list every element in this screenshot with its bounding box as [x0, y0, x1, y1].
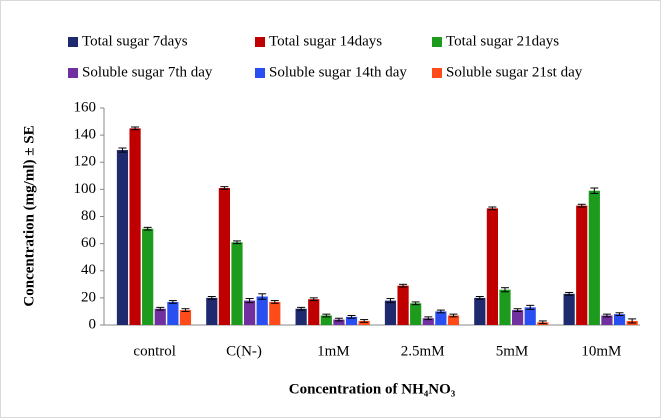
- y-tick-label: 160: [74, 99, 97, 115]
- x-tick-label: 10mM: [581, 343, 621, 359]
- y-axis-label: Concentration (mg/ml) ± SE: [21, 125, 37, 306]
- x-tick-label: C(N-): [226, 343, 262, 359]
- bar: [116, 150, 129, 325]
- y-tick-label: 0: [89, 316, 97, 332]
- x-tick-label: control: [133, 343, 176, 359]
- bar: [345, 316, 358, 325]
- bar: [384, 300, 397, 325]
- y-tick-label: 40: [81, 262, 96, 278]
- bar: [244, 300, 256, 325]
- x-axis-label: Concentration of NH₄NO₃: [289, 381, 456, 397]
- bar: [231, 242, 243, 325]
- x-tick-label: 1mM: [317, 343, 350, 359]
- bar: [154, 308, 166, 325]
- bar: [435, 311, 447, 325]
- bar: [358, 320, 370, 325]
- legend-swatch: [68, 37, 78, 47]
- y-tick-label: 80: [81, 208, 96, 224]
- bar: [308, 299, 320, 325]
- bar: [167, 301, 179, 325]
- bar: [179, 310, 192, 325]
- bar: [563, 293, 575, 325]
- x-tick-label: 2.5mM: [401, 343, 445, 359]
- bar: [588, 190, 600, 325]
- bar: [295, 308, 307, 325]
- bar: [269, 301, 281, 325]
- x-tick-label: 5mM: [496, 343, 529, 359]
- bar: [524, 307, 536, 325]
- legend-swatch: [255, 37, 265, 47]
- legend-swatch: [68, 68, 78, 78]
- bar: [499, 289, 511, 325]
- bar: [218, 188, 230, 325]
- bar: [206, 297, 218, 325]
- legend-label: Soluble sugar 14th day: [269, 64, 407, 80]
- y-tick-label: 140: [74, 127, 97, 143]
- legend-label: Total sugar 21days: [446, 33, 559, 49]
- y-tick-label: 100: [74, 181, 97, 197]
- legend-label: Total sugar 7days: [82, 33, 188, 49]
- bar: [320, 315, 332, 325]
- bar: [447, 315, 460, 325]
- legend-swatch: [432, 68, 442, 78]
- bar: [256, 296, 268, 325]
- legend-label: Soluble sugar 21st day: [446, 64, 583, 80]
- bar: [601, 315, 613, 325]
- legend-swatch: [255, 68, 265, 78]
- y-tick-label: 20: [81, 289, 96, 305]
- bar: [486, 208, 498, 325]
- legend-label: Soluble sugar 7th day: [82, 64, 213, 80]
- bar: [474, 297, 486, 325]
- bar: [129, 128, 141, 325]
- legend-swatch: [432, 37, 442, 47]
- y-tick-label: 60: [81, 235, 96, 251]
- bar: [142, 228, 154, 325]
- bar: [512, 310, 524, 325]
- bar: [333, 319, 345, 325]
- bar: [422, 318, 434, 325]
- y-tick-label: 120: [74, 154, 97, 170]
- bar: [613, 314, 626, 325]
- bar: [576, 205, 588, 325]
- legend-label: Total sugar 14days: [269, 33, 382, 49]
- bar: [410, 303, 422, 325]
- bar: [397, 285, 409, 325]
